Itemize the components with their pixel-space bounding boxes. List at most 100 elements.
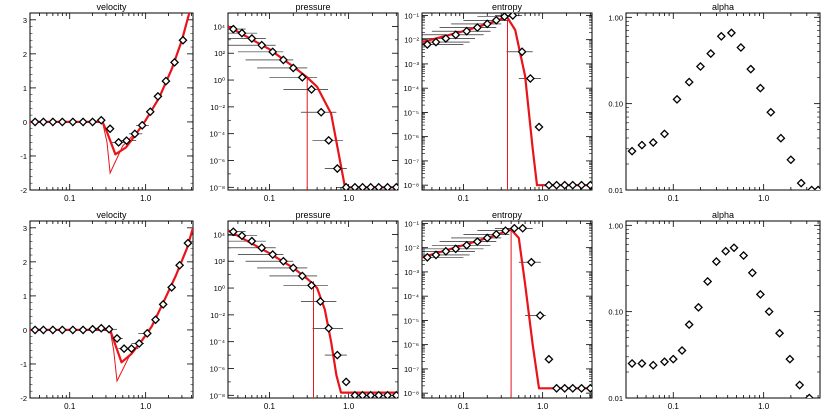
y-tick-label: 10⁴ (213, 230, 225, 239)
data-point (721, 246, 731, 256)
panel-velocity-1: velocity 0.1 1.0 -2 -1 0 1 2 3 (20, 2, 194, 203)
data-point (57, 117, 67, 127)
data-point (278, 256, 288, 266)
y-tick-label: -1 (20, 152, 27, 161)
y-tick-label: -2 (20, 186, 27, 195)
y-tick-label: 0.01 (608, 394, 623, 403)
chart-title: pressure (295, 2, 330, 12)
y-tick-label: -1 (20, 360, 27, 369)
chart-title: velocity (96, 210, 127, 220)
data-point (499, 13, 510, 22)
data-point (374, 182, 384, 190)
data-point (585, 383, 592, 393)
data-point (288, 263, 298, 273)
plot-area (422, 223, 592, 398)
data-point (366, 390, 376, 398)
axes-frame (421, 220, 593, 399)
data-point (161, 76, 171, 86)
data-point (637, 358, 647, 368)
y-tick-label: 1.00 (608, 221, 623, 230)
data-point (88, 324, 98, 334)
data-point (68, 117, 78, 127)
data-point (341, 377, 351, 387)
panel-alpha-1: alpha 0.1 1.0 0.01 0.10 1.00 (608, 2, 821, 203)
data-point (178, 35, 188, 45)
data-point (441, 246, 451, 256)
data-point (668, 354, 678, 364)
data-point (151, 315, 161, 325)
data-point (508, 13, 518, 20)
data-point (332, 350, 342, 360)
y-tick-label: 10² (214, 257, 225, 266)
x-tick-label: 0.1 (668, 402, 680, 411)
y-tick-label: 1 (23, 84, 27, 93)
data-point (48, 117, 58, 127)
y-tick-label: 10⁻² (404, 244, 419, 253)
data-point (796, 178, 806, 188)
x-tick-label: 0.1 (668, 194, 680, 203)
model-line (30, 227, 193, 364)
axes-frame (625, 12, 821, 191)
data-point (247, 236, 257, 246)
data-point (383, 390, 393, 398)
data-point (804, 393, 814, 398)
data-point (577, 383, 587, 393)
data-point (560, 180, 570, 190)
y-tick-label: 10⁻² (404, 36, 419, 45)
data-point (257, 40, 267, 50)
x-tick-label: 1.0 (140, 194, 152, 203)
data-point (366, 182, 376, 190)
y-tick-label: 3 (23, 16, 27, 25)
data-point (491, 15, 501, 25)
chart-title: entropy (492, 210, 523, 220)
data-point (324, 135, 334, 145)
data-point (237, 28, 247, 38)
data-point (431, 37, 441, 47)
data-point (137, 120, 147, 130)
y-tick-label: 10⁻⁸ (404, 181, 419, 190)
data-point (807, 185, 817, 190)
data-point (711, 257, 721, 267)
data-point (96, 115, 106, 125)
data-point (648, 360, 658, 370)
panel-entropy-1: entropy 0.1 1.0 10⁻⁸ 10⁻⁷ 10⁻⁶ 10⁻⁵ 10⁻⁴ 10⁻³ 10⁻… (403, 2, 593, 203)
data-point (38, 325, 48, 335)
data-point (383, 182, 393, 190)
panel-entropy-2: entropy 0.1 1.0 10⁻⁸ 10⁻⁷ 10⁻⁶ 10⁻⁵ 10⁻⁴ 10⁻³ 10⁻… (403, 210, 593, 411)
data-point (167, 282, 177, 292)
data-point (288, 63, 298, 73)
data-point (695, 62, 705, 72)
x-tick-label: 0.1 (458, 194, 470, 203)
data-point (544, 354, 554, 364)
plot-area (422, 13, 592, 190)
data-point (422, 252, 432, 262)
y-tick-label: 10⁻⁷ (404, 157, 419, 166)
y-tick-label: 10⁻⁶ (404, 133, 419, 142)
data-point (577, 180, 587, 190)
data-point (48, 325, 58, 335)
data-point (350, 390, 360, 398)
x-tick-label: 0.1 (64, 194, 76, 203)
data-point (482, 19, 492, 29)
data-point (78, 117, 88, 127)
y-tick-label: 10⁻⁵ (404, 316, 419, 325)
y-tick-label: 2 (23, 50, 27, 59)
x-tick-label: 1.0 (537, 402, 549, 411)
data-point (648, 137, 658, 148)
data-point (68, 325, 78, 335)
y-tick-label: 10⁻⁴ (209, 130, 225, 139)
data-point (297, 72, 307, 82)
y-tick-label: 10⁻⁴ (403, 84, 419, 93)
y-tick-label: 10⁰ (214, 284, 225, 293)
y-tick-label: 10⁻⁴ (403, 292, 419, 301)
data-point (183, 238, 193, 248)
y-tick-label: 10⁻³ (404, 268, 419, 277)
data-point (672, 94, 682, 104)
data-point (517, 47, 527, 57)
data-point (659, 357, 670, 367)
data-point (441, 33, 451, 43)
model-line (228, 25, 398, 189)
x-tick-label: 1.0 (537, 194, 549, 203)
data-point (764, 307, 774, 317)
data-point (472, 23, 482, 33)
